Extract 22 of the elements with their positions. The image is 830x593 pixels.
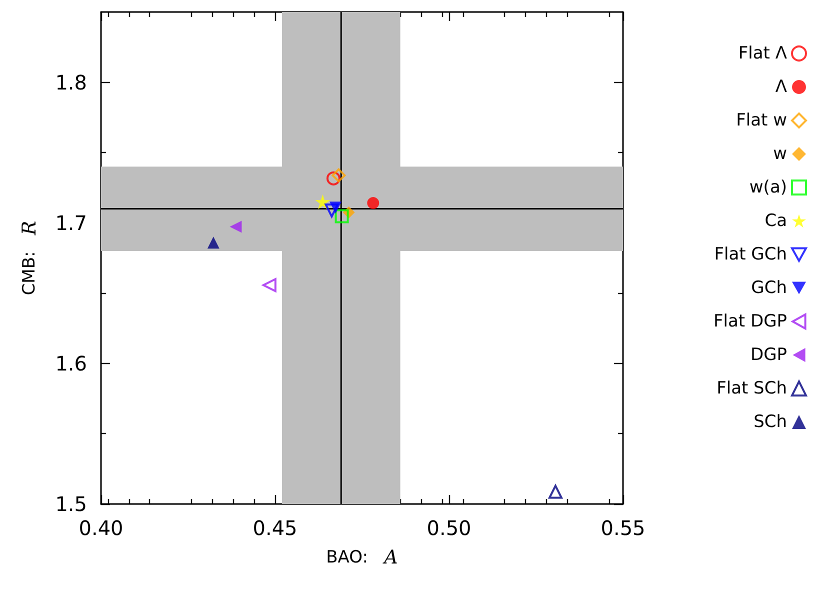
x-axis-title: BAO: A bbox=[326, 546, 398, 568]
y-tick-label: 1.6 bbox=[55, 351, 87, 376]
legend-label: w(a) bbox=[749, 178, 787, 198]
x-tick-label: 0.55 bbox=[600, 516, 646, 540]
legend-label: SCh bbox=[754, 412, 787, 432]
legend-label: Flat w bbox=[736, 110, 788, 130]
y-axis-title: CMB: R bbox=[18, 220, 40, 296]
legend-label: Flat Λ bbox=[738, 44, 788, 64]
x-tick-label: 0.40 bbox=[78, 516, 124, 540]
y-tick-label: 1.7 bbox=[55, 210, 87, 235]
legend-label: Flat GCh bbox=[714, 244, 787, 264]
x-tick-label: 0.50 bbox=[426, 516, 472, 540]
legend-label: Ca bbox=[764, 211, 787, 231]
legend-label: Λ bbox=[775, 77, 788, 97]
y-tick-label: 1.8 bbox=[55, 70, 87, 94]
legend-label: DGP bbox=[750, 345, 787, 365]
legend-label: w bbox=[773, 144, 788, 164]
legend-label: Flat SCh bbox=[716, 378, 787, 398]
x-tick-label: 0.45 bbox=[252, 516, 298, 540]
legend-label: Flat DGP bbox=[713, 312, 787, 332]
y-tick-label: 1.5 bbox=[55, 492, 87, 516]
legend-label: GCh bbox=[751, 278, 787, 298]
